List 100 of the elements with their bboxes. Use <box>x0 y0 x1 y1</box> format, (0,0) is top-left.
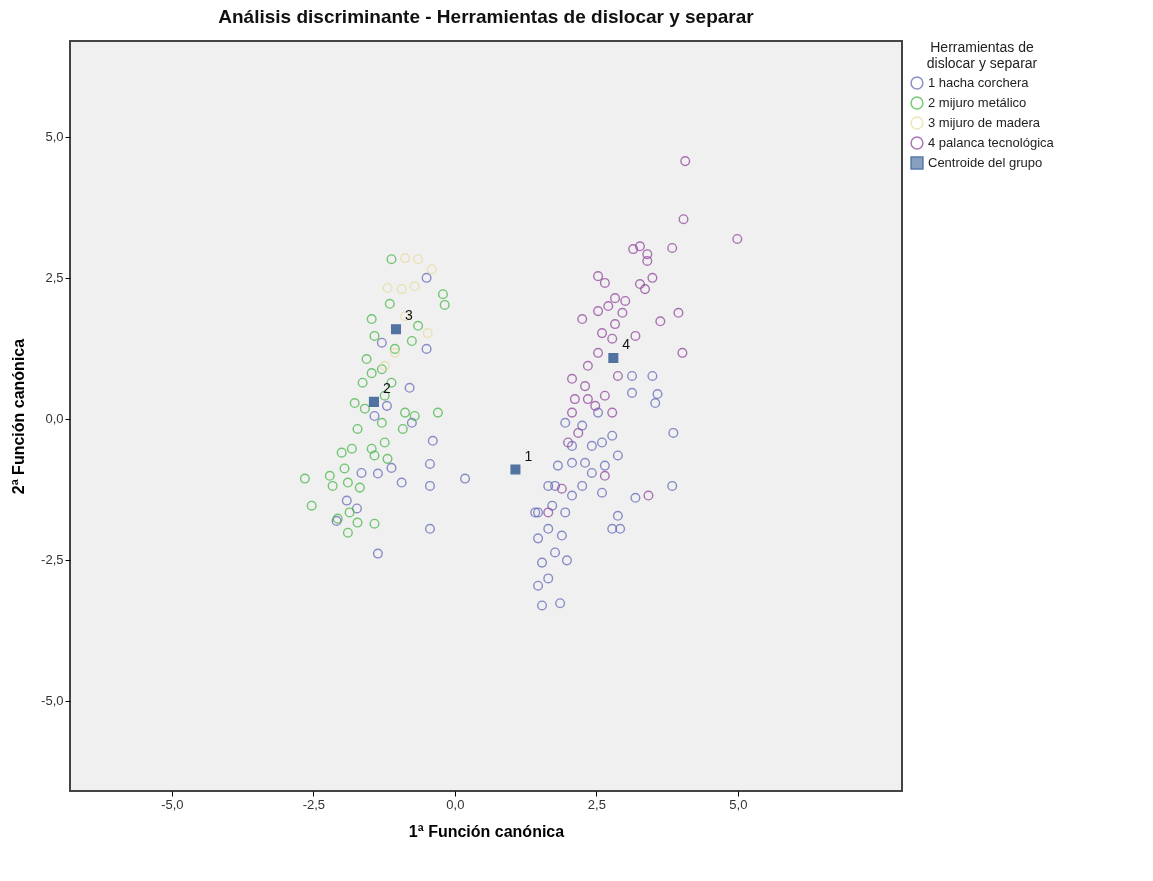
point <box>413 254 424 265</box>
point <box>634 279 645 290</box>
x-axis-title: 1ª Función canónica <box>408 822 565 840</box>
point <box>590 400 601 411</box>
legend-label: 4 palanca tecnológica <box>928 135 1055 150</box>
point <box>647 272 658 283</box>
point <box>569 394 580 405</box>
point <box>357 377 368 388</box>
point <box>299 473 310 484</box>
point <box>439 299 450 310</box>
point <box>376 364 387 375</box>
point <box>342 527 353 538</box>
point <box>612 370 623 381</box>
point <box>396 284 407 295</box>
y-tick-label: 5,0 <box>45 129 64 145</box>
x-tick-label: 5,0 <box>729 796 748 812</box>
annotation: 2 <box>382 379 391 396</box>
point <box>620 295 631 306</box>
point <box>599 470 610 481</box>
point <box>426 264 437 275</box>
point <box>640 284 651 295</box>
point <box>599 390 610 401</box>
point <box>607 407 618 418</box>
point <box>413 320 424 331</box>
point <box>366 443 377 454</box>
point <box>593 306 604 317</box>
point <box>379 360 390 371</box>
point <box>384 298 395 309</box>
point <box>563 437 574 448</box>
annotation: 3 <box>405 307 414 324</box>
point <box>567 373 578 384</box>
point <box>573 427 584 438</box>
point <box>376 417 387 428</box>
point <box>359 403 370 414</box>
point <box>593 347 604 358</box>
x-tick-label: 2,5 <box>587 796 606 812</box>
point <box>678 214 689 225</box>
point <box>379 437 390 448</box>
point <box>386 254 397 265</box>
point <box>577 313 588 325</box>
point <box>634 241 645 252</box>
point <box>389 343 400 354</box>
point <box>567 407 578 418</box>
point <box>680 156 691 167</box>
point <box>406 335 417 347</box>
x-tick-label: -2,5 <box>302 796 326 812</box>
point <box>630 330 641 341</box>
point <box>543 507 554 518</box>
annotation: 1 <box>524 447 533 464</box>
point <box>422 328 433 339</box>
legend-label: 3 mijuro de madera <box>928 115 1041 130</box>
legend-label: Centroide del grupo <box>928 155 1043 170</box>
point <box>607 333 618 344</box>
point <box>510 464 521 475</box>
point <box>400 253 411 264</box>
point <box>346 443 357 454</box>
point <box>599 277 610 288</box>
point <box>382 282 393 294</box>
point <box>369 518 380 529</box>
y-tick-label: 0,0 <box>45 411 64 427</box>
point <box>556 483 567 494</box>
legend-label: 2 mijuro metálico <box>928 95 1027 110</box>
point <box>342 477 353 488</box>
point <box>324 470 335 481</box>
y-axis-title: 2ª Función canónica <box>10 338 28 495</box>
point <box>610 319 621 330</box>
point <box>655 316 666 327</box>
point <box>369 450 380 461</box>
point <box>397 423 408 434</box>
chart-title: Análisis discriminante - Herramientas de dislocar y separar <box>218 6 755 27</box>
x-tick-label: 0,0 <box>446 796 465 812</box>
y-tick-label: -5,0 <box>41 693 64 709</box>
point <box>603 301 614 312</box>
point <box>597 328 608 339</box>
point <box>643 490 654 501</box>
point <box>617 307 628 318</box>
point <box>582 360 593 371</box>
point <box>409 410 420 422</box>
point <box>582 394 593 405</box>
point <box>369 330 380 341</box>
x-tick-label: -5,0 <box>161 796 184 812</box>
point <box>732 233 743 244</box>
point <box>628 244 639 255</box>
point <box>382 453 393 464</box>
point <box>306 500 317 511</box>
point <box>327 480 338 491</box>
point <box>344 507 355 518</box>
point <box>677 347 688 358</box>
point <box>400 407 411 418</box>
point <box>437 289 449 300</box>
point <box>339 463 350 474</box>
point <box>336 447 347 458</box>
point <box>580 381 591 392</box>
point <box>366 313 377 325</box>
legend-title: Herramientas de dislocar y separar <box>926 39 1038 71</box>
annotation: 4 <box>622 335 631 352</box>
point <box>642 255 653 266</box>
point <box>409 281 420 292</box>
legend-label: 1 hacha corchera <box>928 75 1030 90</box>
point <box>349 398 360 409</box>
